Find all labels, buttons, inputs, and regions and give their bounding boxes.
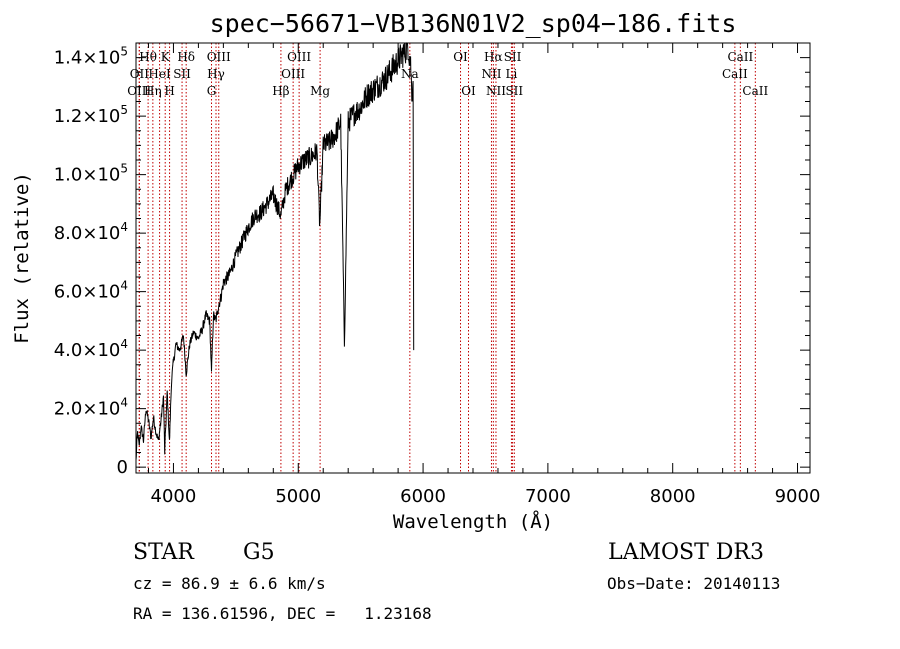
line-label: Hδ <box>177 50 195 64</box>
x-tick-label: 6000 <box>400 486 446 507</box>
y-axis-label: Flux (relative) <box>11 172 33 344</box>
line-label: OI <box>453 50 468 64</box>
line-label: G <box>207 84 217 98</box>
line-label: SII <box>505 84 523 98</box>
line-label: Mg <box>310 84 330 98</box>
line-label: K <box>161 50 171 64</box>
x-axis-label: Wavelength (Å) <box>393 510 553 533</box>
chart-title: spec−56671−VB136N01V2_sp04−186.fits <box>210 9 737 38</box>
line-label: Hα <box>484 50 503 64</box>
survey-name: LAMOST DR3 <box>608 540 764 565</box>
x-tick-label: 5000 <box>275 486 321 507</box>
plot-frame <box>135 42 811 474</box>
y-tick-label: 4.0×104 <box>54 337 128 361</box>
line-label: OIII <box>127 84 151 98</box>
x-axis-ticks: 4000 5000 6000 7000 8000 9000 <box>147 43 821 507</box>
y-tick-label: 1.2×105 <box>54 103 128 127</box>
line-label: Hη <box>144 84 162 98</box>
line-label: OIII <box>207 50 231 64</box>
x-tick-label: 8000 <box>650 486 696 507</box>
spectrum-trace <box>135 42 415 460</box>
spectral-line-labels: Hθ OII OIII K HeI Hη H Hδ SII OIII Hγ G OIII OIII Hβ Mg… <box>127 50 768 98</box>
line-label: H <box>164 84 174 98</box>
line-label: Hβ <box>272 84 289 98</box>
line-label: CaII <box>742 84 768 98</box>
line-label: Hγ <box>207 67 225 81</box>
line-label: Hθ <box>139 50 157 64</box>
y-axis-ticks: 0 2.0×104 4.0×104 6.0×104 8.0×104 1.0×105 1.2×… <box>54 42 810 478</box>
line-label: OII <box>130 67 150 81</box>
line-label: HeI <box>148 67 171 81</box>
ra-dec-coordinates: RA = 136.61596, DEC = 1.23168 <box>133 604 432 623</box>
y-tick-label: 2.0×104 <box>54 396 128 420</box>
line-label: SII <box>173 67 191 81</box>
line-label: Na <box>401 67 419 81</box>
line-label: NII <box>486 84 506 98</box>
y-tick-label: 6.0×104 <box>54 279 128 303</box>
line-label: CaII <box>727 50 753 64</box>
spectral-line-markers <box>138 43 756 473</box>
y-tick-label: 0 <box>117 457 128 478</box>
y-tick-label: 1.4×105 <box>54 45 128 69</box>
line-label: OIII <box>287 50 311 64</box>
object-subclass: G5 <box>243 540 275 565</box>
observation-date: Obs−Date: 20140113 <box>607 574 780 593</box>
line-label: CaII <box>722 67 748 81</box>
line-label: OI <box>461 84 476 98</box>
x-tick-label: 7000 <box>525 486 571 507</box>
object-class: STAR <box>133 540 195 565</box>
y-tick-label: 8.0×104 <box>54 220 128 244</box>
line-label: SII <box>504 50 522 64</box>
x-tick-label: 9000 <box>775 486 821 507</box>
line-label: Li <box>506 67 518 81</box>
y-tick-label: 1.0×105 <box>54 162 128 186</box>
x-tick-label: 4000 <box>151 486 197 507</box>
redshift-cz: cz = 86.9 ± 6.6 km/s <box>133 574 326 593</box>
line-label: OIII <box>281 67 305 81</box>
line-label: NII <box>481 67 501 81</box>
